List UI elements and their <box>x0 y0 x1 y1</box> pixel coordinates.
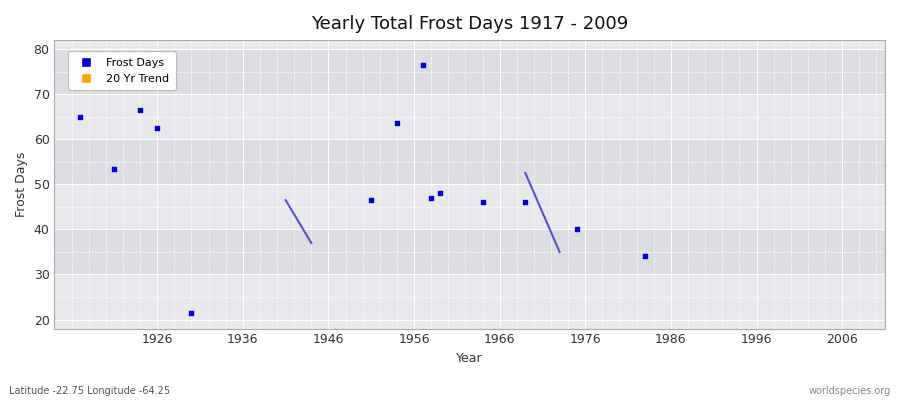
Point <box>73 114 87 120</box>
Point <box>390 120 404 127</box>
X-axis label: Year: Year <box>456 352 483 365</box>
Bar <box>54 230 885 274</box>
Point <box>184 310 199 316</box>
Title: Yearly Total Frost Days 1917 - 2009: Yearly Total Frost Days 1917 - 2009 <box>311 15 628 33</box>
Bar <box>54 40 885 49</box>
Point <box>364 197 378 203</box>
Bar <box>54 94 885 139</box>
Bar <box>54 49 885 94</box>
Point <box>570 226 584 233</box>
Bar <box>54 320 885 328</box>
Point <box>150 125 165 131</box>
Text: Latitude -22.75 Longitude -64.25: Latitude -22.75 Longitude -64.25 <box>9 386 170 396</box>
Point <box>107 165 122 172</box>
Text: worldspecies.org: worldspecies.org <box>809 386 891 396</box>
Bar <box>54 274 885 320</box>
Bar <box>54 139 885 184</box>
Point <box>475 199 490 206</box>
Y-axis label: Frost Days: Frost Days <box>15 152 28 217</box>
Point <box>638 253 652 260</box>
Point <box>433 190 447 196</box>
Point <box>133 107 148 113</box>
Point <box>518 199 533 206</box>
Legend: Frost Days, 20 Yr Trend: Frost Days, 20 Yr Trend <box>68 52 176 90</box>
Point <box>416 62 430 68</box>
Bar <box>54 184 885 230</box>
Point <box>424 195 438 201</box>
